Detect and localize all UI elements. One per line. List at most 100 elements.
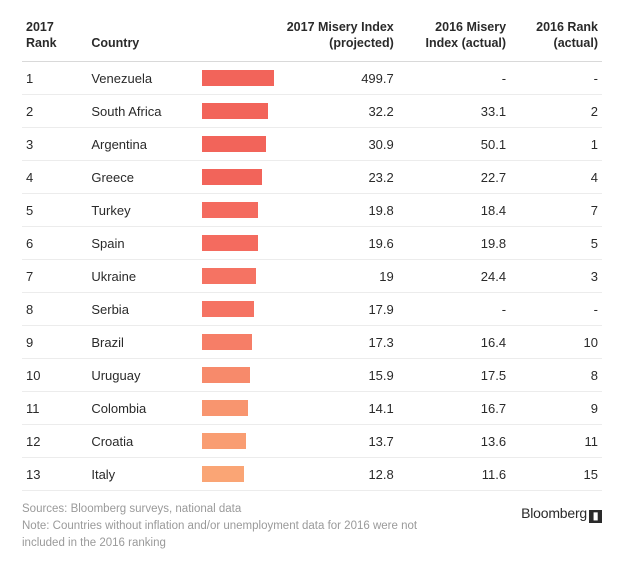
cell-mi2017: 14.1 — [275, 392, 398, 425]
misery-index-table: 2017 RankCountry 2017 Misery Index (proje… — [22, 14, 602, 491]
col-header-bar — [198, 14, 276, 62]
bar-cell — [198, 392, 276, 425]
bar-cell — [198, 425, 276, 458]
cell-rank2017: 2 — [22, 95, 87, 128]
cell-rank2016: 8 — [510, 359, 602, 392]
cell-rank2016: 7 — [510, 194, 602, 227]
cell-rank2016: 10 — [510, 326, 602, 359]
misery-bar — [202, 400, 248, 416]
bar-cell — [198, 194, 276, 227]
cell-rank2017: 8 — [22, 293, 87, 326]
misery-bar — [202, 136, 266, 152]
cell-mi2017: 19.6 — [275, 227, 398, 260]
cell-mi2016: 22.7 — [398, 161, 510, 194]
cell-mi2017: 30.9 — [275, 128, 398, 161]
misery-bar — [202, 433, 246, 449]
bar-cell — [198, 161, 276, 194]
cell-rank2017: 5 — [22, 194, 87, 227]
cell-rank2016: 15 — [510, 458, 602, 491]
misery-bar — [202, 169, 262, 185]
table-row: 1Venezuela499.7-- — [22, 62, 602, 95]
table-row: 2South Africa32.233.12 — [22, 95, 602, 128]
brand-logo: Bloomberg▮ — [521, 501, 602, 523]
bar-cell — [198, 293, 276, 326]
cell-rank2016: 2 — [510, 95, 602, 128]
cell-rank2016: 4 — [510, 161, 602, 194]
bar-cell — [198, 62, 276, 95]
cell-rank2017: 11 — [22, 392, 87, 425]
misery-bar — [202, 70, 274, 86]
misery-bar — [202, 235, 258, 251]
cell-mi2016: 13.6 — [398, 425, 510, 458]
note-text: Note: Countries without inflation and/or… — [22, 518, 452, 551]
cell-mi2016: - — [398, 62, 510, 95]
cell-mi2016: 16.7 — [398, 392, 510, 425]
cell-country: Ukraine — [87, 260, 197, 293]
bar-cell — [198, 326, 276, 359]
bar-cell — [198, 95, 276, 128]
col-header-mi2017: 2017 Misery Index (projected) — [275, 14, 398, 62]
bar-cell — [198, 458, 276, 491]
brand-tile-icon: ▮ — [589, 510, 602, 523]
cell-country: South Africa — [87, 95, 197, 128]
cell-mi2017: 32.2 — [275, 95, 398, 128]
table-row: 9Brazil 17.316.410 — [22, 326, 602, 359]
misery-bar — [202, 334, 252, 350]
cell-country: Serbia — [87, 293, 197, 326]
cell-mi2016: 24.4 — [398, 260, 510, 293]
table-row: 12Croatia13.713.611 — [22, 425, 602, 458]
cell-mi2016: 16.4 — [398, 326, 510, 359]
table-row: 4Greece23.222.74 — [22, 161, 602, 194]
misery-bar — [202, 301, 254, 317]
sources-text: Sources: Bloomberg surveys, national dat… — [22, 501, 452, 518]
table-row: 3Argentina30.950.11 — [22, 128, 602, 161]
col-header-rank2017: 2017 Rank — [22, 14, 87, 62]
cell-mi2016: 19.8 — [398, 227, 510, 260]
cell-country: Greece — [87, 161, 197, 194]
bar-cell — [198, 260, 276, 293]
cell-country: Turkey — [87, 194, 197, 227]
col-header-country: Country — [87, 14, 197, 62]
cell-rank2016: - — [510, 293, 602, 326]
cell-rank2017: 4 — [22, 161, 87, 194]
cell-rank2016: - — [510, 62, 602, 95]
table-row: 7Ukraine1924.43 — [22, 260, 602, 293]
misery-bar — [202, 268, 256, 284]
cell-rank2016: 5 — [510, 227, 602, 260]
cell-mi2017: 17.9 — [275, 293, 398, 326]
cell-country: Argentina — [87, 128, 197, 161]
cell-country: Croatia — [87, 425, 197, 458]
cell-mi2017: 19.8 — [275, 194, 398, 227]
cell-rank2017: 12 — [22, 425, 87, 458]
cell-mi2016: 50.1 — [398, 128, 510, 161]
table-row: 11Colombia 14.116.79 — [22, 392, 602, 425]
cell-mi2016: 33.1 — [398, 95, 510, 128]
cell-mi2017: 19 — [275, 260, 398, 293]
table-row: 8Serbia17.9-- — [22, 293, 602, 326]
cell-mi2017: 12.8 — [275, 458, 398, 491]
cell-mi2016: 18.4 — [398, 194, 510, 227]
cell-rank2017: 7 — [22, 260, 87, 293]
table-header-row: 2017 RankCountry 2017 Misery Index (proje… — [22, 14, 602, 62]
cell-country: Spain — [87, 227, 197, 260]
cell-rank2017: 9 — [22, 326, 87, 359]
col-header-mi2016: 2016 Misery Index (actual) — [398, 14, 510, 62]
cell-rank2017: 10 — [22, 359, 87, 392]
cell-rank2017: 13 — [22, 458, 87, 491]
cell-country: Colombia — [87, 392, 197, 425]
table-row: 13Italy12.811.615 — [22, 458, 602, 491]
cell-country: Venezuela — [87, 62, 197, 95]
bar-cell — [198, 227, 276, 260]
cell-mi2017: 17.3 — [275, 326, 398, 359]
footer-notes: Sources: Bloomberg surveys, national dat… — [22, 501, 452, 551]
bar-cell — [198, 128, 276, 161]
cell-mi2017: 15.9 — [275, 359, 398, 392]
cell-rank2017: 1 — [22, 62, 87, 95]
cell-mi2017: 23.2 — [275, 161, 398, 194]
cell-rank2016: 9 — [510, 392, 602, 425]
table-row: 6Spain 19.619.85 — [22, 227, 602, 260]
brand-text: Bloomberg — [521, 505, 587, 521]
cell-country: Brazil — [87, 326, 197, 359]
cell-mi2017: 13.7 — [275, 425, 398, 458]
cell-rank2017: 6 — [22, 227, 87, 260]
